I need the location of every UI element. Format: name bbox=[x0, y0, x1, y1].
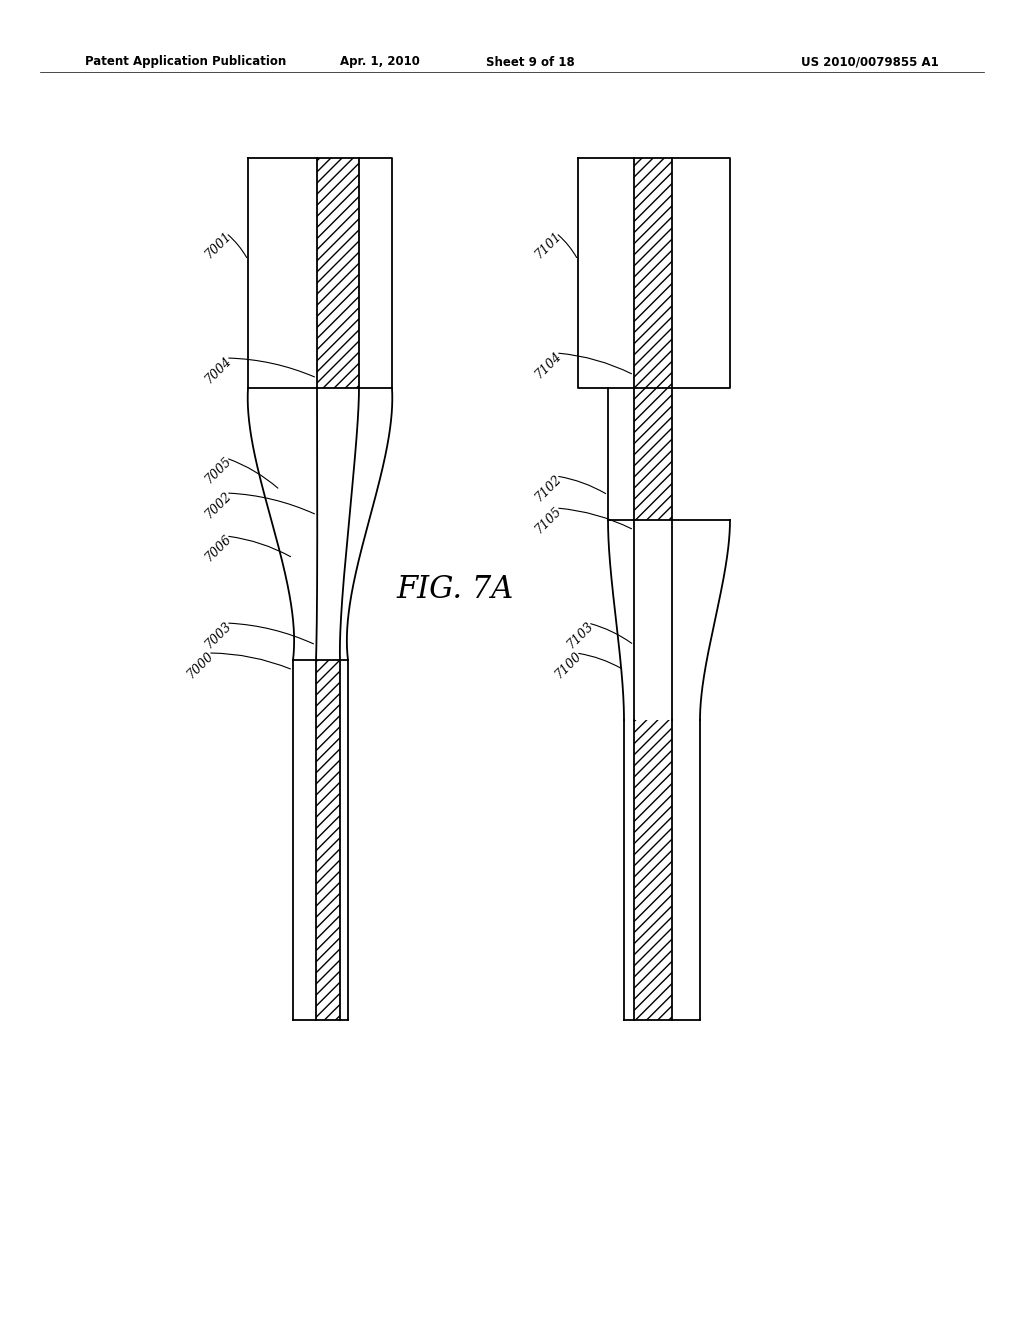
Bar bbox=[634, 388, 672, 520]
Text: Apr. 1, 2010: Apr. 1, 2010 bbox=[340, 55, 420, 69]
Text: 7000: 7000 bbox=[184, 649, 216, 681]
Text: 7101: 7101 bbox=[532, 230, 564, 261]
Text: 7005: 7005 bbox=[202, 454, 233, 486]
Text: 7004: 7004 bbox=[202, 354, 233, 385]
Text: 7104: 7104 bbox=[532, 348, 564, 381]
Text: Sheet 9 of 18: Sheet 9 of 18 bbox=[485, 55, 574, 69]
Text: 7100: 7100 bbox=[552, 649, 584, 681]
Text: 7102: 7102 bbox=[532, 473, 564, 504]
Text: 7003: 7003 bbox=[202, 619, 233, 651]
Text: 7105: 7105 bbox=[532, 504, 564, 536]
Text: Patent Application Publication: Patent Application Publication bbox=[85, 55, 287, 69]
Bar bbox=[316, 660, 340, 1020]
Bar bbox=[317, 158, 359, 388]
Text: 7001: 7001 bbox=[202, 230, 233, 261]
Bar bbox=[634, 719, 672, 1020]
Text: US 2010/0079855 A1: US 2010/0079855 A1 bbox=[801, 55, 939, 69]
Text: FIG. 7A: FIG. 7A bbox=[396, 574, 514, 606]
Text: 7103: 7103 bbox=[564, 619, 596, 651]
Text: 7006: 7006 bbox=[202, 532, 233, 564]
Bar bbox=[634, 158, 672, 388]
Text: 7002: 7002 bbox=[202, 490, 233, 521]
